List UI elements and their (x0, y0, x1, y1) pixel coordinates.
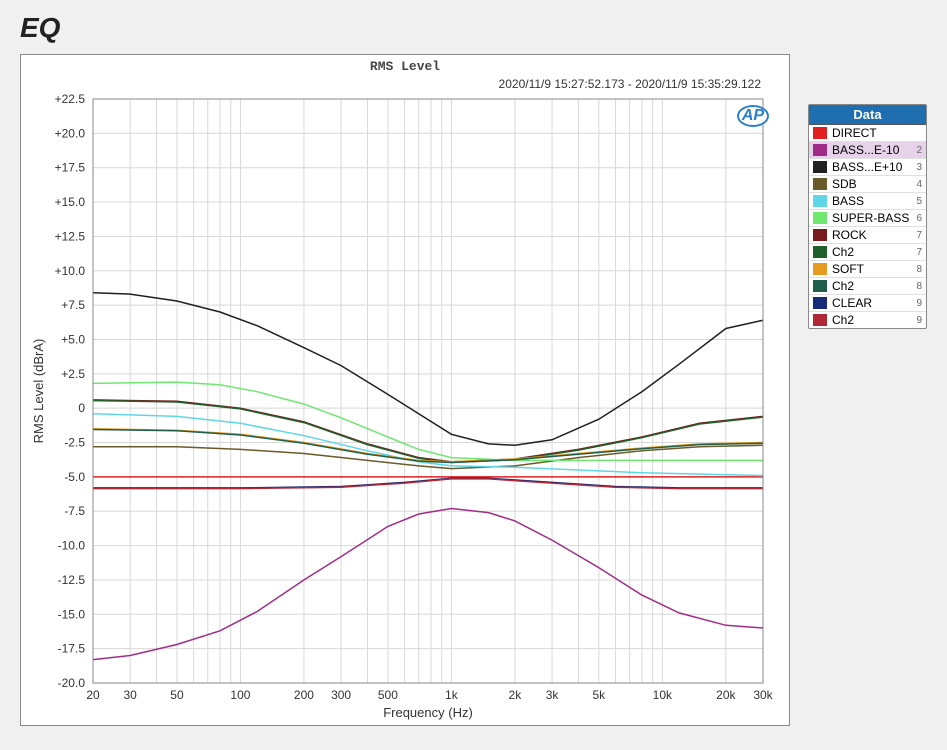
legend-item[interactable]: BASS5 (809, 193, 926, 210)
legend-index: 3 (916, 162, 926, 173)
legend-label: Ch2 (832, 279, 913, 293)
legend-label: SDB (832, 177, 913, 191)
svg-text:+10.0: +10.0 (55, 264, 86, 278)
svg-text:-5.0: -5.0 (64, 470, 85, 484)
legend-swatch-icon (813, 127, 827, 139)
legend-swatch-icon (813, 314, 827, 326)
svg-text:Frequency (Hz): Frequency (Hz) (383, 705, 473, 720)
svg-text:20k: 20k (716, 688, 736, 702)
legend-index: 6 (916, 213, 926, 224)
svg-text:-12.5: -12.5 (58, 573, 86, 587)
svg-text:30: 30 (123, 688, 137, 702)
svg-text:-15.0: -15.0 (58, 607, 86, 621)
svg-text:100: 100 (230, 688, 250, 702)
legend-item[interactable]: BASS...E-102 (809, 142, 926, 159)
legend-index: 2 (916, 145, 926, 156)
page-title: EQ (20, 12, 927, 44)
svg-text:RMS Level (dBrA): RMS Level (dBrA) (31, 339, 46, 444)
svg-text:1k: 1k (445, 688, 459, 702)
chart-timestamp: 2020/11/9 15:27:52.173 - 2020/11/9 15:35… (499, 77, 761, 91)
svg-text:30k: 30k (753, 688, 773, 702)
legend-item[interactable]: ROCK7 (809, 227, 926, 244)
svg-text:+22.5: +22.5 (55, 92, 86, 106)
svg-text:-10.0: -10.0 (58, 539, 86, 553)
content-row: RMS Level 2020/11/9 15:27:52.173 - 2020/… (20, 54, 927, 726)
legend-item[interactable]: DIRECT (809, 125, 926, 142)
svg-text:+20.0: +20.0 (55, 126, 86, 140)
svg-text:+5.0: +5.0 (61, 332, 85, 346)
svg-text:+17.5: +17.5 (55, 161, 86, 175)
legend-index: 9 (916, 298, 926, 309)
legend-index: 5 (916, 196, 926, 207)
legend-swatch-icon (813, 229, 827, 241)
legend-swatch-icon (813, 263, 827, 275)
legend-swatch-icon (813, 144, 827, 156)
legend-index: 9 (916, 315, 926, 326)
legend-body: DIRECTBASS...E-102BASS...E+103SDB4BASS5S… (809, 125, 926, 328)
legend-label: Ch2 (832, 313, 913, 327)
svg-text:-20.0: -20.0 (58, 676, 86, 690)
legend-swatch-icon (813, 178, 827, 190)
legend-swatch-icon (813, 280, 827, 292)
legend-panel: Data DIRECTBASS...E-102BASS...E+103SDB4B… (808, 104, 927, 329)
legend-item[interactable]: SUPER-BASS6 (809, 210, 926, 227)
legend-label: CLEAR (832, 296, 913, 310)
legend-label: BASS (832, 194, 913, 208)
svg-text:-17.5: -17.5 (58, 642, 86, 656)
legend-swatch-icon (813, 297, 827, 309)
svg-text:50: 50 (170, 688, 184, 702)
legend-label: ROCK (832, 228, 913, 242)
svg-text:-7.5: -7.5 (64, 504, 85, 518)
svg-text:200: 200 (294, 688, 314, 702)
svg-text:5k: 5k (593, 688, 607, 702)
legend-swatch-icon (813, 246, 827, 258)
legend-item[interactable]: Ch27 (809, 244, 926, 261)
svg-text:+2.5: +2.5 (61, 367, 85, 381)
legend-index: 8 (916, 264, 926, 275)
svg-text:10k: 10k (653, 688, 673, 702)
legend-item[interactable]: BASS...E+103 (809, 159, 926, 176)
svg-text:-2.5: -2.5 (64, 436, 85, 450)
legend-label: DIRECT (832, 126, 919, 140)
svg-text:300: 300 (331, 688, 351, 702)
svg-text:+15.0: +15.0 (55, 195, 86, 209)
legend-label: SUPER-BASS (832, 211, 913, 225)
legend-label: BASS...E+10 (832, 160, 913, 174)
legend-item[interactable]: CLEAR9 (809, 295, 926, 312)
chart-svg: -20.0 -17.5 -15.0 -12.5 -10.0 -7.5 -5.0 -2.5 0 +2… (21, 55, 791, 727)
legend-index: 4 (916, 179, 926, 190)
legend-swatch-icon (813, 212, 827, 224)
svg-text:+12.5: +12.5 (55, 229, 86, 243)
svg-text:500: 500 (378, 688, 398, 702)
svg-text:+7.5: +7.5 (61, 298, 85, 312)
ap-logo-icon: AP (737, 105, 769, 127)
legend-index: 7 (916, 230, 926, 241)
svg-text:0: 0 (78, 401, 85, 415)
legend-index: 7 (916, 247, 926, 258)
legend-item[interactable]: Ch28 (809, 278, 926, 295)
svg-text:20: 20 (86, 688, 100, 702)
legend-index: 8 (916, 281, 926, 292)
chart-title: RMS Level (21, 59, 789, 74)
chart-panel: RMS Level 2020/11/9 15:27:52.173 - 2020/… (20, 54, 790, 726)
svg-text:3k: 3k (546, 688, 560, 702)
legend-item[interactable]: Ch29 (809, 312, 926, 328)
legend-swatch-icon (813, 161, 827, 173)
legend-label: Ch2 (832, 245, 913, 259)
legend-item[interactable]: SOFT8 (809, 261, 926, 278)
legend-label: SOFT (832, 262, 913, 276)
legend-label: BASS...E-10 (832, 143, 913, 157)
legend-item[interactable]: SDB4 (809, 176, 926, 193)
legend-swatch-icon (813, 195, 827, 207)
svg-text:2k: 2k (509, 688, 523, 702)
legend-header: Data (809, 105, 926, 125)
